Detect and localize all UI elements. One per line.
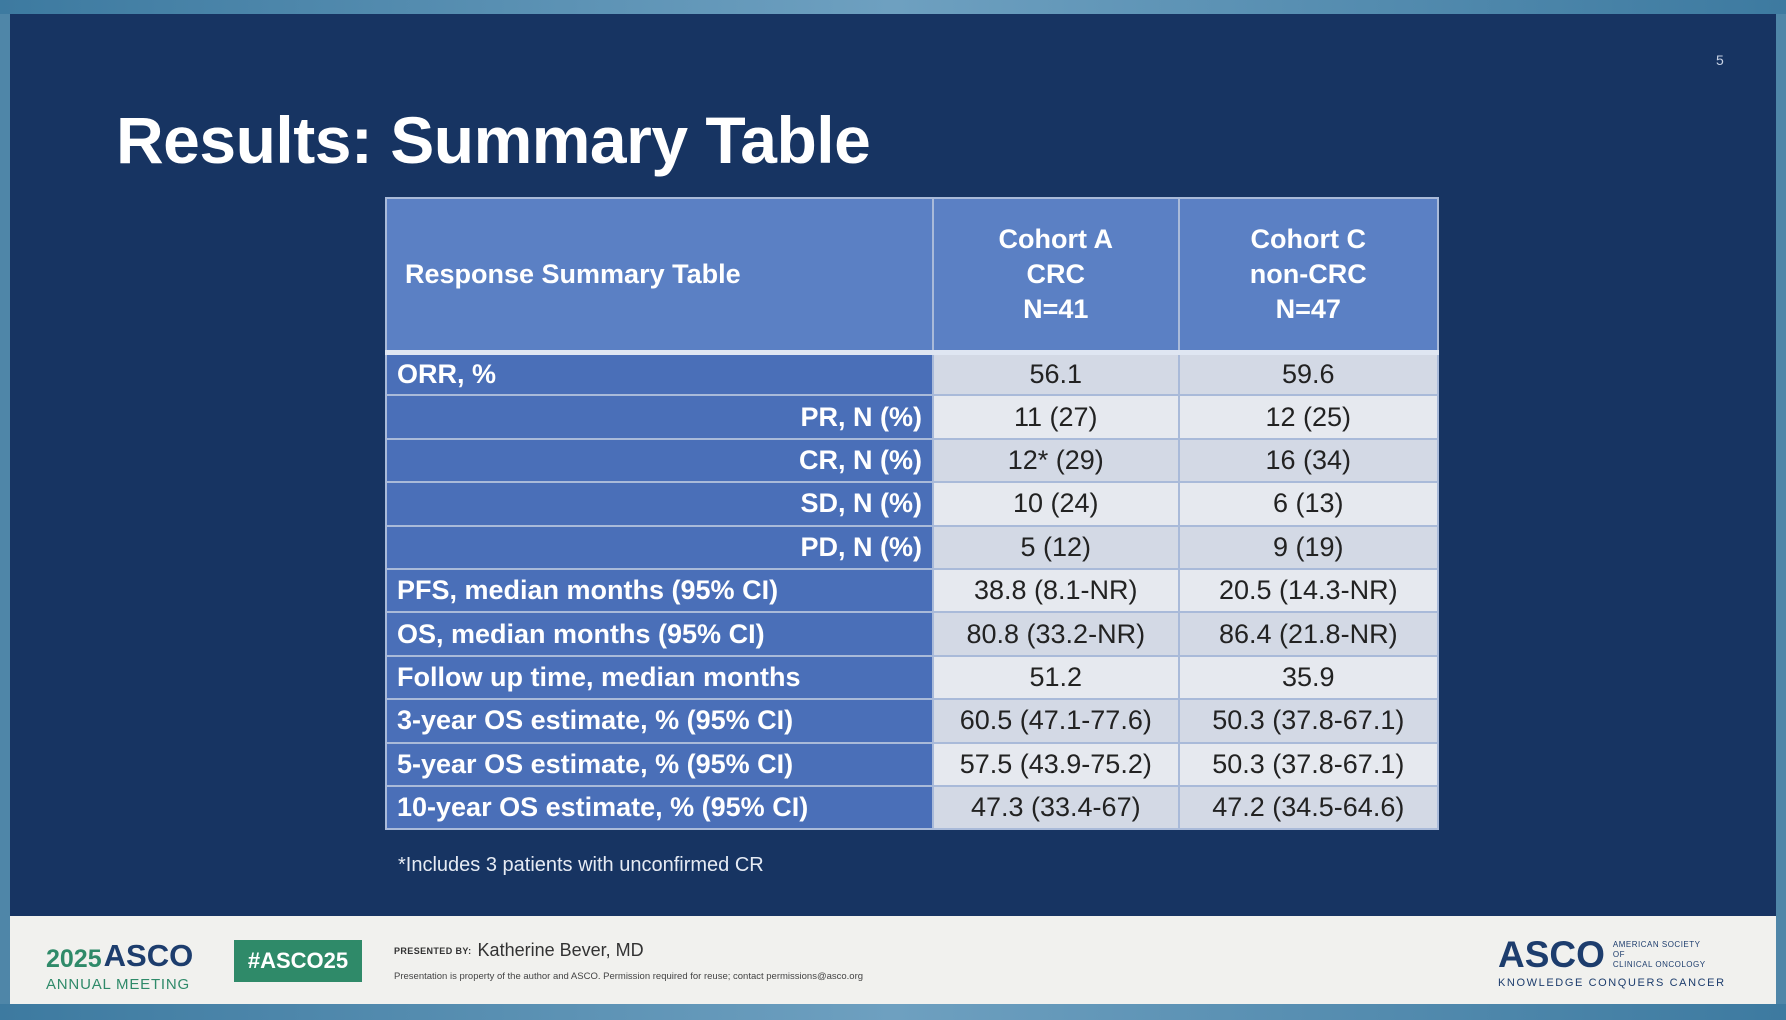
- asco-society-line1: AMERICAN SOCIETY OF: [1612, 940, 1701, 959]
- value-cohort-c: 20.5 (14.3-NR): [1177, 567, 1440, 614]
- value-cohort-a: 12* (29): [932, 437, 1180, 484]
- asco-logo: ASCO AMERICAN SOCIETY OF CLINICAL ONCOLOGY…: [1498, 934, 1748, 989]
- row-label-os: OS, median months (95% CI): [385, 611, 934, 657]
- asco-tagline: KNOWLEDGE CONQUERS CANCER: [1498, 977, 1726, 989]
- table-row: 3-year OS estimate, % (95% CI) 60.5 (47.…: [385, 698, 1440, 744]
- table-row: ORR, % 56.1 59.6: [385, 350, 1440, 397]
- bottom-frame-bar: [0, 1004, 1786, 1020]
- table-row: CR, N (%) 12* (29) 16 (34): [385, 437, 1440, 484]
- value-cohort-c: 12 (25): [1177, 394, 1440, 440]
- row-label-follow-up: Follow up time, median months: [385, 654, 934, 701]
- value-cohort-c: 16 (34): [1177, 437, 1440, 484]
- presented-by-label: PRESENTED BY:: [394, 945, 472, 956]
- value-cohort-a: 56.1: [932, 350, 1180, 397]
- cohort-a-name: Cohort A: [998, 223, 1114, 254]
- slide-title: Results: Summary Table: [116, 103, 871, 177]
- slide-number: 5: [1716, 52, 1724, 68]
- row-label-cr: CR, N (%): [385, 437, 934, 484]
- table-footnote: *Includes 3 patients with unconfirmed CR: [398, 854, 764, 876]
- value-cohort-c: 50.3 (37.8-67.1): [1177, 741, 1440, 787]
- cohort-a-n: N=41: [1023, 293, 1089, 324]
- value-cohort-c: 86.4 (21.8-NR): [1177, 611, 1440, 657]
- table-row: OS, median months (95% CI) 80.8 (33.2-NR…: [385, 611, 1440, 657]
- table-header-label: Response Summary Table: [385, 197, 934, 355]
- row-label-5yr-os: 5-year OS estimate, % (95% CI): [385, 741, 934, 787]
- value-cohort-a: 60.5 (47.1-77.6): [932, 698, 1180, 744]
- asco-society-text: AMERICAN SOCIETY OF CLINICAL ONCOLOGY: [1613, 940, 1713, 970]
- cohort-c-type: non-CRC: [1249, 258, 1367, 289]
- asco-logo-text: ASCO: [1498, 934, 1605, 975]
- column-header-cohort-c: Cohort C non-CRC N=47: [1177, 197, 1440, 355]
- value-cohort-c: 9 (19): [1177, 524, 1440, 570]
- top-frame-bar: [0, 0, 1786, 14]
- value-cohort-c: 47.2 (34.5-64.6): [1177, 784, 1440, 831]
- column-header-cohort-a: Cohort A CRC N=41: [932, 197, 1180, 355]
- value-cohort-a: 5 (12): [932, 524, 1180, 570]
- property-notice: Presentation is property of the author a…: [394, 971, 864, 982]
- presenter-block: PRESENTED BY: Katherine Bever, MD Present…: [394, 940, 863, 982]
- table-row: PD, N (%) 5 (12) 9 (19): [385, 524, 1440, 570]
- row-label-pr: PR, N (%): [385, 394, 934, 440]
- value-cohort-c: 50.3 (37.8-67.1): [1177, 698, 1440, 744]
- presenter-name: Katherine Bever, MD: [477, 940, 644, 960]
- table-row: SD, N (%) 10 (24) 6 (13): [385, 481, 1440, 527]
- table-row: PR, N (%) 11 (27) 12 (25): [385, 394, 1440, 440]
- table-row: PFS, median months (95% CI) 38.8 (8.1-NR…: [385, 567, 1440, 614]
- table-header-row: Response Summary Table Cohort A CRC N=41…: [385, 197, 1440, 355]
- meeting-org: ASCO: [103, 938, 194, 973]
- value-cohort-a: 38.8 (8.1-NR): [932, 567, 1180, 614]
- row-label-orr: ORR, %: [385, 350, 934, 397]
- meeting-subtitle: ANNUAL MEETING: [46, 976, 190, 993]
- value-cohort-c: 59.6: [1177, 350, 1440, 397]
- value-cohort-a: 10 (24): [932, 481, 1180, 527]
- value-cohort-a: 47.3 (33.4-67): [932, 784, 1180, 831]
- cohort-a-type: CRC: [1026, 258, 1086, 289]
- meeting-year: 2025: [46, 945, 102, 973]
- asco-annual-meeting-logo: 2025ASCO ANNUAL MEETING: [46, 938, 193, 993]
- cohort-c-name: Cohort C: [1250, 223, 1367, 254]
- hashtag-badge: #ASCO25: [234, 940, 362, 982]
- value-cohort-c: 35.9: [1177, 654, 1440, 701]
- table-row: 10-year OS estimate, % (95% CI) 47.3 (33…: [385, 784, 1440, 831]
- row-label-10yr-os: 10-year OS estimate, % (95% CI): [385, 784, 934, 831]
- row-label-pd: PD, N (%): [385, 524, 934, 570]
- response-summary-table: Response Summary Table Cohort A CRC N=41…: [385, 197, 1440, 831]
- table-row: 5-year OS estimate, % (95% CI) 57.5 (43.…: [385, 741, 1440, 787]
- row-label-pfs: PFS, median months (95% CI): [385, 567, 934, 614]
- cohort-c-n: N=47: [1275, 293, 1341, 324]
- value-cohort-a: 80.8 (33.2-NR): [932, 611, 1180, 657]
- value-cohort-a: 11 (27): [932, 394, 1180, 440]
- value-cohort-a: 51.2: [932, 654, 1180, 701]
- row-label-3yr-os: 3-year OS estimate, % (95% CI): [385, 698, 934, 744]
- row-label-sd: SD, N (%): [385, 481, 934, 527]
- value-cohort-a: 57.5 (43.9-75.2): [932, 741, 1180, 787]
- value-cohort-c: 6 (13): [1177, 481, 1440, 527]
- asco-society-line2: CLINICAL ONCOLOGY: [1612, 960, 1706, 969]
- table-row: Follow up time, median months 51.2 35.9: [385, 654, 1440, 701]
- slide-footer: 2025ASCO ANNUAL MEETING #ASCO25 PRESENTE…: [10, 916, 1776, 1004]
